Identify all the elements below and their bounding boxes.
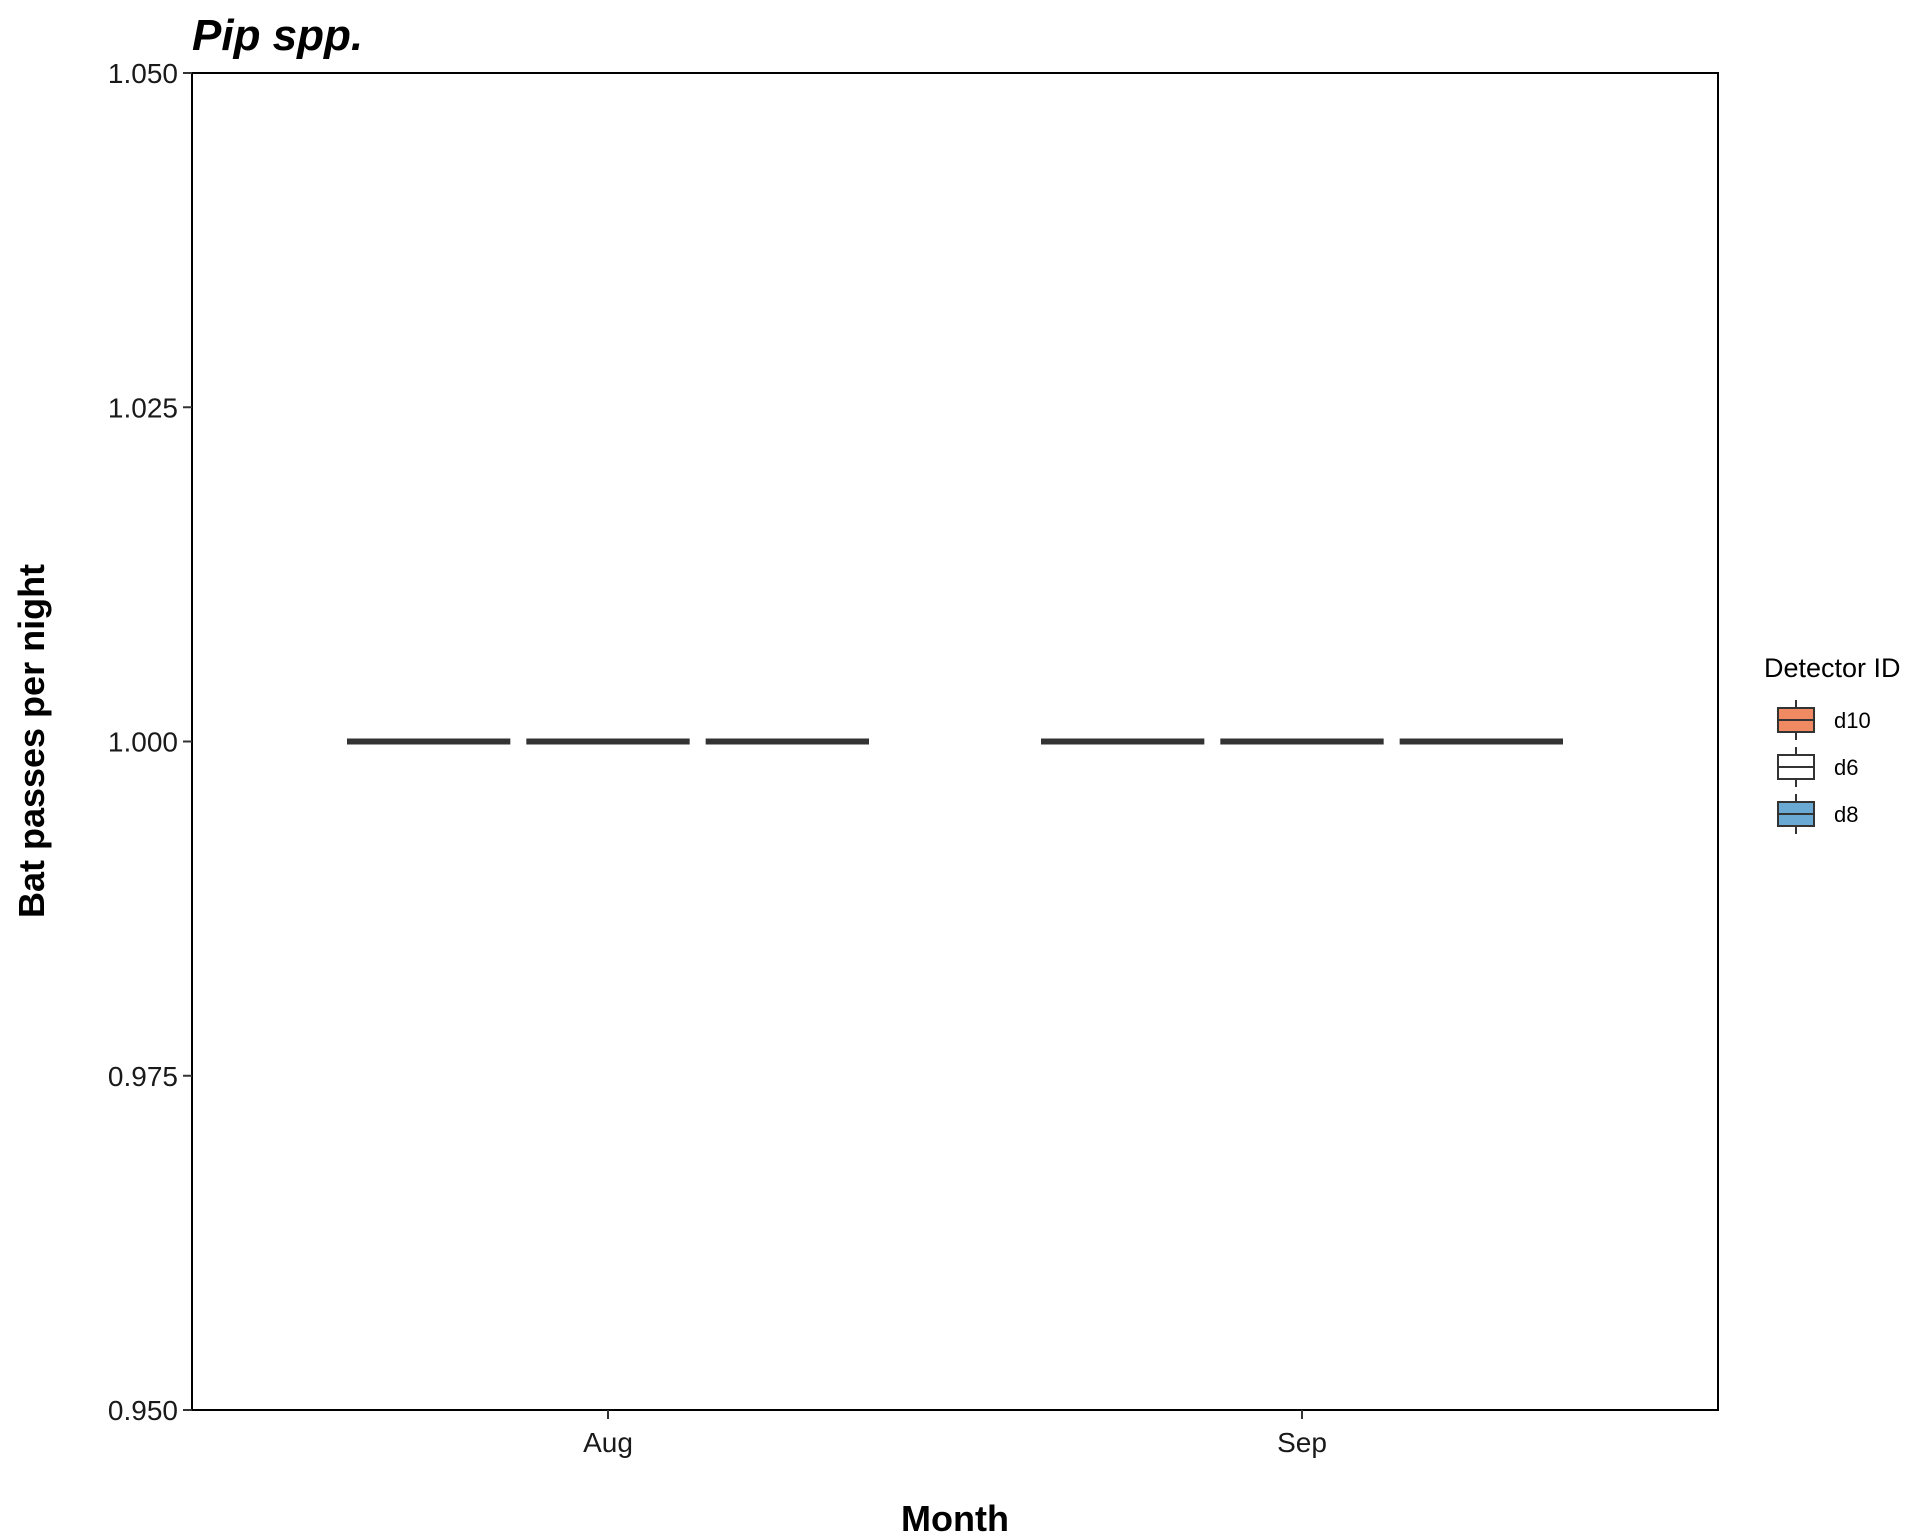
y-tick-label: 1.050 xyxy=(108,58,178,89)
x-axis: Aug Sep xyxy=(583,1410,1327,1458)
legend-item-d6: d6 xyxy=(1777,747,1858,787)
box-d6-Sep xyxy=(1220,738,1384,745)
box-d8-Sep xyxy=(1399,738,1563,745)
x-axis-title: Month xyxy=(901,1498,1009,1536)
y-tick-label: 1.000 xyxy=(108,727,178,758)
y-axis: 0.950 0.975 1.000 1.025 1.050 xyxy=(108,58,192,1426)
box-d8-Aug xyxy=(705,738,870,745)
legend-label: d8 xyxy=(1834,802,1858,827)
box-d10-Aug xyxy=(347,738,511,745)
box-d6-Aug xyxy=(526,738,690,745)
x-tick-label: Sep xyxy=(1277,1427,1327,1458)
legend-label: d6 xyxy=(1834,755,1858,780)
legend-title: Detector ID xyxy=(1764,653,1901,683)
y-tick-label: 0.950 xyxy=(108,1395,178,1426)
boxplot-marks xyxy=(347,738,1563,745)
legend: Detector ID d10 d6 d8 xyxy=(1764,653,1901,834)
legend-label: d10 xyxy=(1834,708,1871,733)
y-tick-label: 1.025 xyxy=(108,392,178,423)
chart-title: Pip spp. xyxy=(192,11,363,60)
legend-item-d8: d8 xyxy=(1777,794,1858,834)
box-d10-Sep xyxy=(1041,738,1205,745)
y-tick-label: 0.975 xyxy=(108,1061,178,1092)
y-axis-title: Bat passes per night xyxy=(11,564,52,918)
x-tick-label: Aug xyxy=(583,1427,633,1458)
legend-item-d10: d10 xyxy=(1777,700,1871,740)
